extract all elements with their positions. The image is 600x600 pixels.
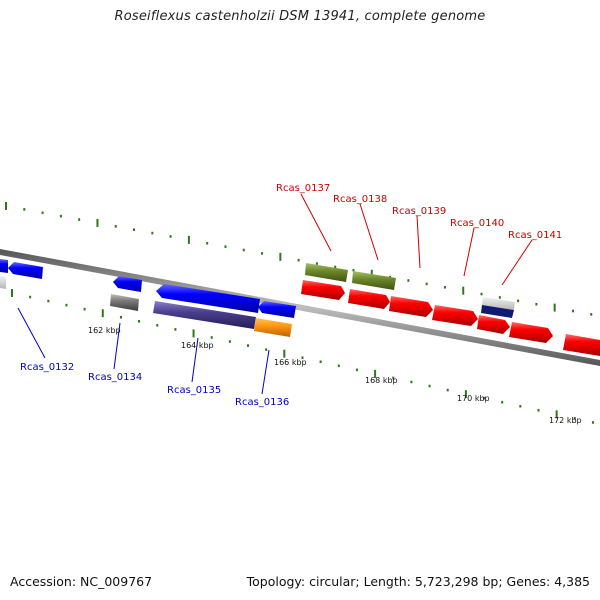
gene-label-rcas-0134[interactable]: Rcas_0134 <box>88 372 142 383</box>
gene-arrow-red-a[interactable] <box>509 322 553 343</box>
gene-arrow-rcas-0141-gray[interactable] <box>482 297 515 310</box>
gene-arrow-rcas-0132-left[interactable] <box>0 259 8 273</box>
gene-label-rcas-0141[interactable]: Rcas_0141 <box>508 230 562 241</box>
kbp-label-168: 168 kbp <box>365 376 398 385</box>
gene-arrow-rcas-0139[interactable] <box>389 296 433 317</box>
kbp-label-166: 166 kbp <box>274 358 307 367</box>
gene-arrow-rcas-0137-red[interactable] <box>301 280 345 300</box>
gene-arrow-rcas-0138-red[interactable] <box>348 289 390 309</box>
gene-arrow-rcas-0136[interactable] <box>258 301 296 318</box>
gene-label-rcas-0140[interactable]: Rcas_0140 <box>450 218 504 229</box>
gene-arrow-rcas-0140[interactable] <box>432 305 478 326</box>
gene-arrow-rcas-0141-red[interactable] <box>477 315 510 334</box>
gene-arrow-rcas-0135-purple[interactable] <box>153 301 256 329</box>
upper-tick-ring <box>5 202 593 316</box>
genome-summary: Topology: circular; Length: 5,723,298 bp… <box>246 574 590 589</box>
gene-label-rcas-0132[interactable]: Rcas_0132 <box>20 362 74 373</box>
gene-arrow-rcas-0134-gray[interactable] <box>110 294 139 311</box>
gene-arrow-rcas-0135[interactable] <box>156 284 260 313</box>
kbp-scale-labels: 162 kbp 164 kbp 166 kbp 168 kbp 170 kbp … <box>88 326 582 425</box>
reverse-gene-labels: Rcas_0132 Rcas_0134 Rcas_0135 Rcas_0136 <box>20 362 289 408</box>
kbp-label-170: 170 kbp <box>457 394 490 403</box>
kbp-label-164: 164 kbp <box>181 341 214 350</box>
accession-label: Accession: NC_009767 <box>10 574 153 589</box>
genome-title: Roseiflexus castenholzii DSM 13941, comp… <box>114 9 486 24</box>
label-leader-lines <box>17 193 533 395</box>
gene-label-rcas-0135[interactable]: Rcas_0135 <box>167 385 221 396</box>
gene-arrow-rcas-0132-gray[interactable] <box>0 276 6 289</box>
gene-arrow-rcas-0132[interactable] <box>8 262 43 279</box>
gene-arrow-red-b[interactable] <box>563 334 600 356</box>
gene-arrow-rcas-0141-navy[interactable] <box>481 305 514 318</box>
gene-arrow-rcas-0134[interactable] <box>113 276 142 292</box>
gene-label-rcas-0139[interactable]: Rcas_0139 <box>392 206 446 217</box>
genome-backbone <box>0 249 600 366</box>
lower-tick-ring <box>11 289 594 424</box>
gene-arrow-rcas-0137[interactable] <box>305 263 348 282</box>
forward-gene-labels: Rcas_0137 Rcas_0138 Rcas_0139 Rcas_0140 … <box>276 183 562 241</box>
reverse-gene-track <box>0 259 296 337</box>
kbp-label-172: 172 kbp <box>549 416 582 425</box>
forward-gene-track <box>301 263 600 356</box>
gene-label-rcas-0136[interactable]: Rcas_0136 <box>235 397 289 408</box>
gene-arrow-rcas-0138[interactable] <box>352 271 396 290</box>
gene-label-rcas-0138[interactable]: Rcas_0138 <box>333 194 387 205</box>
kbp-label-162: 162 kbp <box>88 326 121 335</box>
gene-arrow-rcas-0136-orange[interactable] <box>254 318 292 337</box>
gene-label-rcas-0137[interactable]: Rcas_0137 <box>276 183 330 194</box>
